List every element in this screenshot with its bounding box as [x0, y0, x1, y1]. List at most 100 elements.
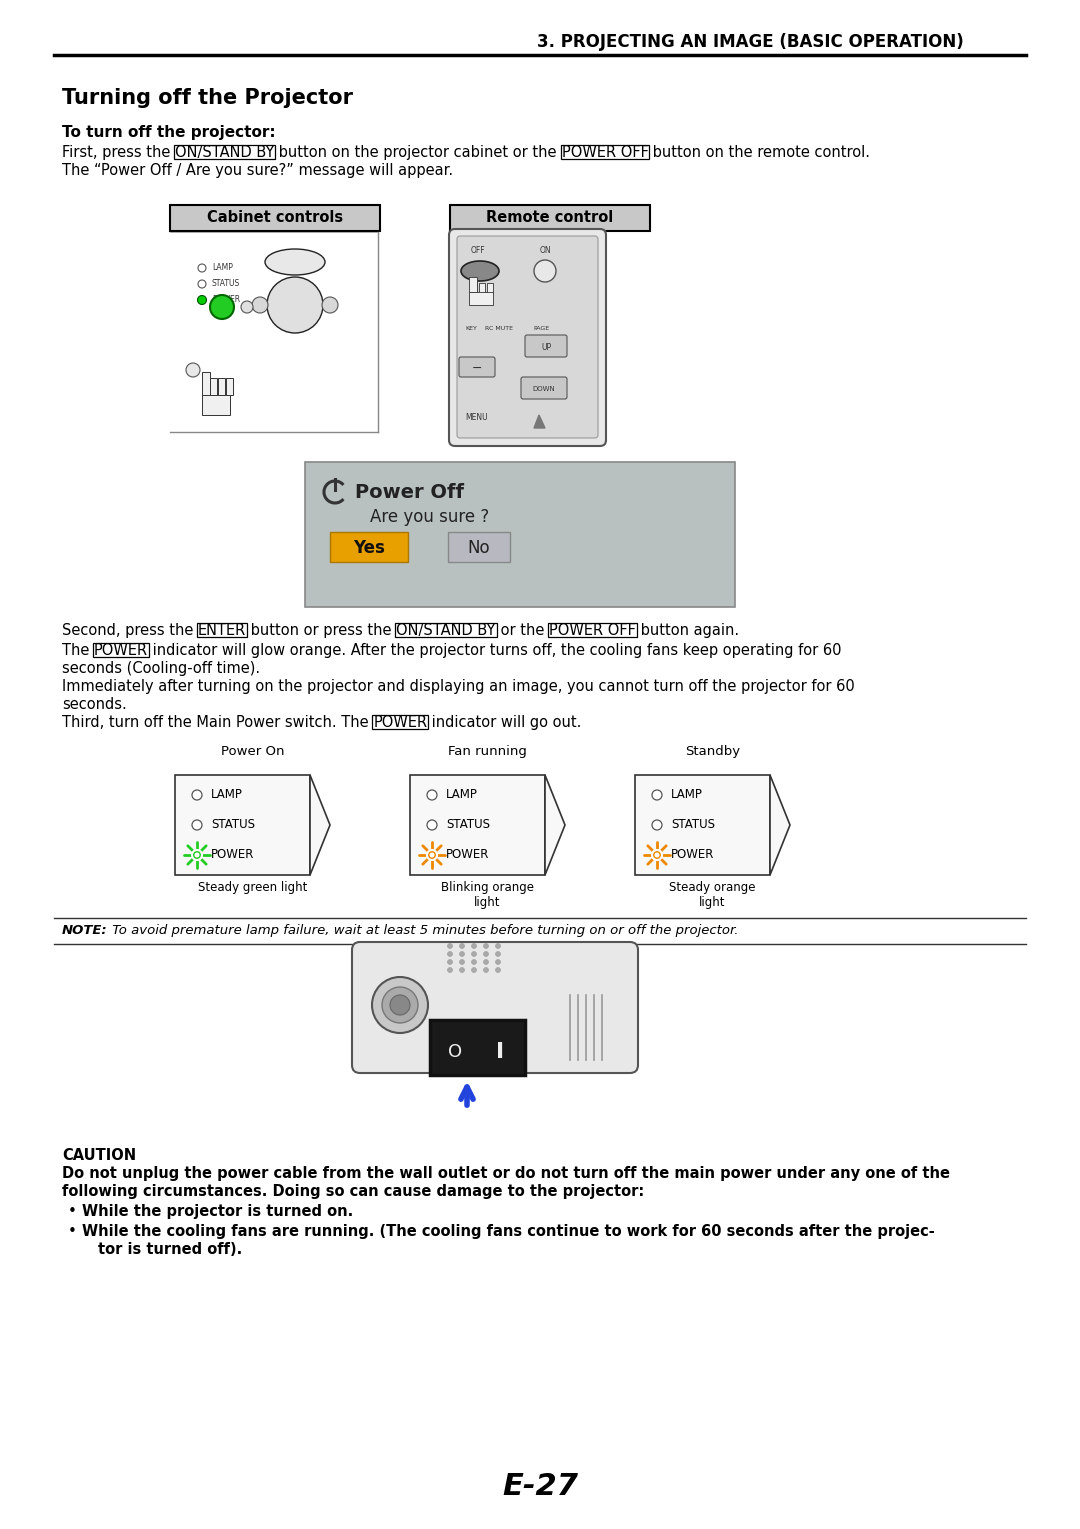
Circle shape [372, 977, 428, 1034]
Text: indicator will go out.: indicator will go out. [428, 716, 582, 729]
Text: •: • [68, 1203, 77, 1219]
Text: button or press the: button or press the [246, 622, 396, 638]
Circle shape [427, 820, 437, 830]
Text: Power On: Power On [220, 745, 284, 758]
Text: or the: or the [496, 622, 549, 638]
Bar [635, 775, 770, 875]
Bar [93, 644, 149, 657]
Text: OFF: OFF [471, 246, 485, 255]
Polygon shape [202, 372, 210, 394]
FancyBboxPatch shape [457, 235, 598, 437]
Text: LAMP: LAMP [212, 263, 233, 272]
Text: POWER OFF: POWER OFF [562, 145, 648, 161]
Circle shape [459, 968, 464, 972]
Text: LAMP: LAMP [446, 789, 477, 801]
Circle shape [484, 943, 488, 948]
Circle shape [654, 853, 660, 858]
Circle shape [652, 820, 662, 830]
Text: DOWN: DOWN [532, 385, 555, 391]
Circle shape [496, 960, 500, 965]
Bar [430, 1020, 525, 1075]
Text: MENU: MENU [465, 413, 488, 422]
Bar [373, 716, 429, 729]
Circle shape [390, 995, 410, 1015]
Bar [410, 775, 545, 875]
Text: Steady green light: Steady green light [198, 881, 307, 894]
Text: Are you sure ?: Are you sure ? [370, 508, 489, 526]
Text: I: I [496, 1041, 504, 1063]
Bar [305, 462, 735, 607]
Circle shape [427, 850, 437, 859]
Text: While the projector is turned on.: While the projector is turned on. [82, 1203, 353, 1219]
Text: NOTE:: NOTE: [62, 924, 108, 937]
Circle shape [194, 853, 200, 858]
Circle shape [241, 301, 253, 313]
Bar [197, 622, 247, 638]
Text: seconds (Cooling-off time).: seconds (Cooling-off time). [62, 661, 260, 676]
FancyBboxPatch shape [521, 378, 567, 399]
Bar [548, 622, 636, 638]
Text: No: No [468, 540, 490, 557]
Polygon shape [218, 378, 225, 394]
Text: PAGE: PAGE [532, 326, 549, 330]
Text: button on the projector cabinet or the: button on the projector cabinet or the [274, 145, 562, 161]
Polygon shape [310, 775, 330, 875]
Bar [174, 145, 275, 159]
Polygon shape [469, 277, 477, 292]
Circle shape [210, 295, 234, 320]
Text: Turning off the Projector: Turning off the Projector [62, 89, 353, 109]
Text: ON/STAND BY: ON/STAND BY [396, 622, 496, 638]
Circle shape [472, 960, 476, 965]
Text: POWER OFF: POWER OFF [549, 622, 636, 638]
Circle shape [186, 362, 200, 378]
Text: LAMP: LAMP [671, 789, 703, 801]
Text: KEY: KEY [465, 326, 477, 330]
Text: SELECT: SELECT [285, 303, 306, 307]
Text: Do not unplug the power cable from the wall outlet or do not turn off the main p: Do not unplug the power cable from the w… [62, 1167, 950, 1180]
Circle shape [198, 295, 206, 304]
Text: UP: UP [541, 342, 551, 352]
Text: button again.: button again. [636, 622, 739, 638]
Circle shape [198, 265, 206, 272]
Text: POWER: POWER [94, 644, 148, 657]
Text: First, press the: First, press the [62, 145, 175, 161]
Circle shape [652, 850, 662, 859]
Circle shape [459, 943, 464, 948]
Circle shape [198, 280, 206, 287]
Circle shape [472, 968, 476, 972]
Text: button on the remote control.: button on the remote control. [648, 145, 870, 161]
Text: Power Off: Power Off [355, 483, 464, 502]
Circle shape [472, 943, 476, 948]
Text: Blinking orange: Blinking orange [441, 881, 534, 894]
Circle shape [496, 943, 500, 948]
Polygon shape [202, 394, 230, 414]
Text: POWER: POWER [212, 295, 240, 304]
Text: Remote control: Remote control [486, 211, 613, 225]
Circle shape [192, 820, 202, 830]
Circle shape [322, 297, 338, 313]
Text: O: O [448, 1043, 462, 1061]
Bar [450, 205, 650, 231]
Text: 3. PROJECTING AN IMAGE (BASIC OPERATION): 3. PROJECTING AN IMAGE (BASIC OPERATION) [537, 34, 963, 50]
Ellipse shape [461, 261, 499, 281]
FancyBboxPatch shape [459, 356, 495, 378]
Text: light: light [474, 896, 501, 910]
Polygon shape [770, 775, 789, 875]
FancyBboxPatch shape [525, 335, 567, 356]
Text: The: The [62, 644, 94, 657]
Polygon shape [210, 378, 217, 394]
Text: MENU: MENU [284, 257, 307, 266]
Text: To avoid premature lamp failure, wait at least 5 minutes before turning on or of: To avoid premature lamp failure, wait at… [108, 924, 738, 937]
Circle shape [447, 951, 453, 957]
Text: STATUS: STATUS [671, 818, 715, 832]
Bar [175, 775, 310, 875]
Text: following circumstances. Doing so can cause damage to the projector:: following circumstances. Doing so can ca… [62, 1183, 645, 1199]
Text: While the cooling fans are running. (The cooling fans continue to work for 60 se: While the cooling fans are running. (The… [82, 1225, 935, 1238]
FancyBboxPatch shape [352, 942, 638, 1073]
Circle shape [484, 968, 488, 972]
Polygon shape [534, 414, 545, 428]
Text: Fan running: Fan running [448, 745, 527, 758]
Circle shape [192, 850, 202, 859]
Text: RC MUTE: RC MUTE [485, 326, 513, 330]
Text: POWER: POWER [469, 269, 491, 274]
